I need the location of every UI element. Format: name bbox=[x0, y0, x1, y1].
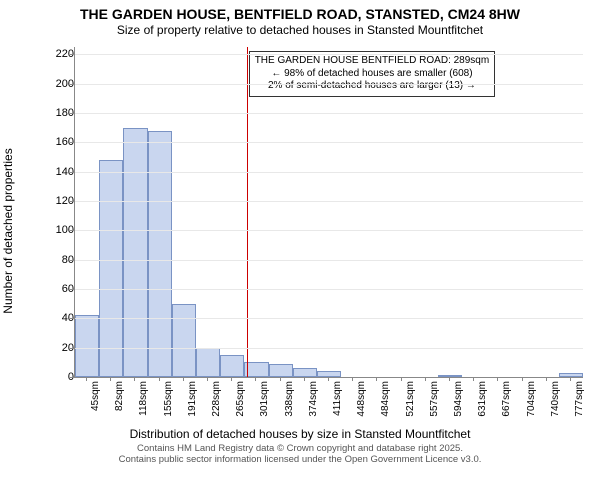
x-tick-label: 301sqm bbox=[259, 381, 270, 425]
grid-line bbox=[75, 113, 583, 114]
x-tick-label: 740sqm bbox=[550, 381, 561, 425]
x-tick-label: 82sqm bbox=[114, 381, 125, 425]
y-tick-mark bbox=[70, 348, 74, 349]
histogram-bar bbox=[196, 348, 220, 377]
attribution-line-1: Contains HM Land Registry data © Crown c… bbox=[0, 443, 600, 454]
x-tick-mark bbox=[207, 377, 208, 381]
grid-line bbox=[75, 260, 583, 261]
histogram-bar bbox=[293, 368, 317, 377]
x-tick-label: 448sqm bbox=[356, 381, 367, 425]
histogram-bar bbox=[269, 364, 293, 377]
x-tick-mark bbox=[159, 377, 160, 381]
y-tick-mark bbox=[70, 201, 74, 202]
annotation-line-3: 2% of semi-detached houses are larger (1… bbox=[255, 80, 490, 93]
x-tick-label: 484sqm bbox=[380, 381, 391, 425]
x-tick-mark bbox=[183, 377, 184, 381]
x-tick-label: 557sqm bbox=[429, 381, 440, 425]
y-tick-mark bbox=[70, 142, 74, 143]
x-tick-label: 704sqm bbox=[526, 381, 537, 425]
x-tick-mark bbox=[110, 377, 111, 381]
x-tick-label: 411sqm bbox=[332, 381, 343, 425]
grid-line bbox=[75, 142, 583, 143]
x-tick-label: 155sqm bbox=[163, 381, 174, 425]
x-tick-mark bbox=[473, 377, 474, 381]
x-tick-label: 667sqm bbox=[501, 381, 512, 425]
histogram-bar bbox=[123, 128, 147, 377]
histogram-bar bbox=[172, 304, 196, 377]
x-tick-mark bbox=[570, 377, 571, 381]
histogram-bar bbox=[559, 373, 583, 377]
y-tick-mark bbox=[70, 289, 74, 290]
x-axis-label: Distribution of detached houses by size … bbox=[0, 427, 600, 441]
grid-line bbox=[75, 348, 583, 349]
grid-line bbox=[75, 54, 583, 55]
x-tick-mark bbox=[231, 377, 232, 381]
x-tick-mark bbox=[497, 377, 498, 381]
x-tick-label: 521sqm bbox=[405, 381, 416, 425]
y-tick-mark bbox=[70, 318, 74, 319]
x-tick-label: 45sqm bbox=[90, 381, 101, 425]
annotation-line-1: THE GARDEN HOUSE BENTFIELD ROAD: 289sqm bbox=[255, 55, 490, 68]
x-tick-label: 118sqm bbox=[138, 381, 149, 425]
x-tick-mark bbox=[304, 377, 305, 381]
histogram-bar bbox=[244, 362, 268, 377]
x-tick-label: 631sqm bbox=[477, 381, 488, 425]
y-tick-mark bbox=[70, 84, 74, 85]
x-tick-mark bbox=[255, 377, 256, 381]
x-tick-label: 374sqm bbox=[308, 381, 319, 425]
y-tick-mark bbox=[70, 230, 74, 231]
y-tick-mark bbox=[70, 172, 74, 173]
x-tick-mark bbox=[280, 377, 281, 381]
x-tick-mark bbox=[546, 377, 547, 381]
y-tick-mark bbox=[70, 377, 74, 378]
attribution: Contains HM Land Registry data © Crown c… bbox=[0, 443, 600, 466]
x-tick-mark bbox=[86, 377, 87, 381]
chart-area: Number of detached properties THE GARDEN… bbox=[48, 41, 588, 421]
x-tick-label: 228sqm bbox=[211, 381, 222, 425]
reference-line bbox=[247, 47, 248, 377]
x-tick-label: 338sqm bbox=[284, 381, 295, 425]
grid-line bbox=[75, 318, 583, 319]
x-tick-mark bbox=[401, 377, 402, 381]
x-tick-label: 594sqm bbox=[453, 381, 464, 425]
histogram-bar bbox=[438, 375, 462, 377]
annotation-box: THE GARDEN HOUSE BENTFIELD ROAD: 289sqm … bbox=[249, 51, 496, 97]
attribution-line-2: Contains public sector information licen… bbox=[0, 454, 600, 465]
y-axis-label: Number of detached properties bbox=[1, 148, 15, 313]
histogram-bar bbox=[220, 355, 244, 377]
grid-line bbox=[75, 201, 583, 202]
grid-line bbox=[75, 289, 583, 290]
y-tick-mark bbox=[70, 113, 74, 114]
annotation-line-2: ← 98% of detached houses are smaller (60… bbox=[255, 68, 490, 81]
plot-area: THE GARDEN HOUSE BENTFIELD ROAD: 289sqm … bbox=[74, 47, 583, 378]
x-tick-mark bbox=[352, 377, 353, 381]
x-tick-mark bbox=[425, 377, 426, 381]
x-tick-label: 777sqm bbox=[574, 381, 585, 425]
y-tick-mark bbox=[70, 54, 74, 55]
histogram-bars bbox=[75, 47, 583, 377]
histogram-bar bbox=[75, 315, 99, 377]
x-tick-label: 265sqm bbox=[235, 381, 246, 425]
grid-line bbox=[75, 230, 583, 231]
x-tick-label: 191sqm bbox=[187, 381, 198, 425]
x-tick-mark bbox=[449, 377, 450, 381]
histogram-bar bbox=[99, 160, 123, 377]
x-tick-mark bbox=[522, 377, 523, 381]
histogram-bar bbox=[148, 131, 172, 377]
grid-line bbox=[75, 172, 583, 173]
title-block: THE GARDEN HOUSE, BENTFIELD ROAD, STANST… bbox=[0, 0, 600, 37]
x-tick-mark bbox=[376, 377, 377, 381]
page-subtitle: Size of property relative to detached ho… bbox=[0, 23, 600, 37]
grid-line bbox=[75, 84, 583, 85]
page-title: THE GARDEN HOUSE, BENTFIELD ROAD, STANST… bbox=[0, 6, 600, 22]
x-tick-mark bbox=[134, 377, 135, 381]
x-tick-mark bbox=[328, 377, 329, 381]
y-tick-mark bbox=[70, 260, 74, 261]
